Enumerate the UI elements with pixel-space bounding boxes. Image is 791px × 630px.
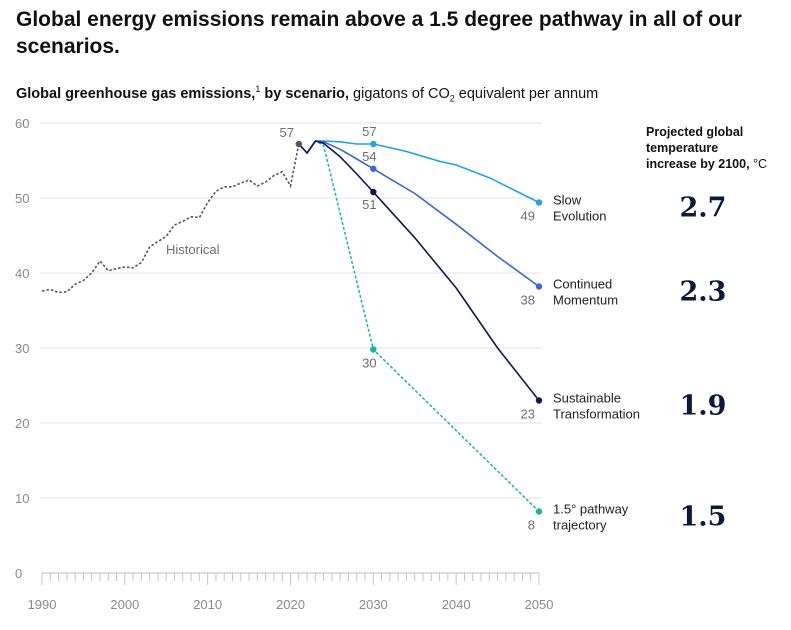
marker-value-label: 30 — [362, 356, 376, 371]
series-line-2 — [298, 140, 540, 401]
temperature-values: 2.7 2.3 1.9 1.5 — [680, 193, 727, 533]
series-markers: 57 57 54 51 30 — [280, 124, 543, 515]
marker-value-label: 51 — [362, 197, 376, 212]
grid-lines: 0 10 20 30 40 50 60 — [15, 116, 542, 581]
footnote-marker: 1 — [255, 84, 261, 94]
series-name-line2: Momentum — [553, 293, 618, 308]
temp-header-unit: °C — [750, 157, 768, 171]
chart-subtitle: Global greenhouse gas emissions,1 by sce… — [16, 84, 598, 104]
temperature-value: 1.5 — [680, 502, 727, 533]
marker-dot — [370, 140, 377, 148]
y-tick-label: 30 — [15, 341, 29, 356]
temperature-value: 1.9 — [680, 391, 727, 422]
marker-value-label: 57 — [280, 125, 294, 140]
y-tick-label: 10 — [15, 491, 29, 506]
subtitle-unit: gigatons of CO — [349, 85, 450, 102]
series-name-line2: Transformation — [553, 407, 640, 422]
series-name-line1: Slow — [553, 193, 582, 208]
temperature-value: 2.7 — [680, 193, 727, 224]
x-tick-label: 2040 — [442, 597, 471, 612]
y-tick-label: 0 — [15, 566, 22, 581]
series-end-value: 8 — [528, 518, 535, 533]
temp-header-line2: temperature — [646, 141, 718, 155]
y-tick-label: 60 — [15, 116, 29, 131]
series-end-value: 38 — [521, 293, 535, 308]
series-name-line1: Continued — [553, 277, 612, 292]
subtitle-bold: Global greenhouse gas emissions, — [16, 85, 256, 102]
temperature-value: 2.3 — [680, 277, 727, 308]
subtitle-bold-2: by scenario, — [260, 85, 349, 102]
series-end-dot — [535, 508, 543, 515]
series-name-line2: trajectory — [553, 518, 607, 533]
series-name-line1: Sustainable — [553, 391, 621, 406]
series-end-dot — [535, 283, 543, 290]
marker-dot — [295, 140, 302, 148]
temp-header-line3: increase by 2100, °C — [646, 157, 767, 171]
marker-value-label: 57 — [362, 124, 376, 139]
y-tick-label: 50 — [15, 191, 29, 206]
temperature-header: Projected global temperature increase by… — [646, 125, 767, 171]
x-axis: 1990 2000 2010 2020 2030 2040 2050 — [28, 572, 554, 612]
x-tick-label: 2000 — [110, 597, 139, 612]
subtitle-subscript: 2 — [449, 93, 455, 104]
series-line-1 — [298, 140, 540, 288]
series-end-dot — [535, 199, 543, 206]
marker-dot — [370, 165, 377, 172]
y-tick-label: 20 — [15, 416, 29, 431]
x-tick-label: 1990 — [28, 597, 57, 612]
series-end-value: 23 — [521, 407, 535, 422]
series-name-line1: 1.5° pathway — [553, 502, 629, 517]
marker-dot — [370, 346, 377, 353]
series-lines — [41, 140, 540, 513]
x-tick-label: 2030 — [359, 597, 388, 612]
headline: Global energy emissions remain above a 1… — [16, 8, 742, 58]
series-end-value: 49 — [521, 209, 535, 224]
x-tick-label: 2050 — [525, 597, 554, 612]
subtitle-unit-2: equivalent per annum — [454, 85, 599, 102]
y-tick-label: 40 — [15, 266, 29, 281]
series-name-line2: Evolution — [553, 209, 606, 224]
temp-header-line3-text: increase by 2100, — [646, 157, 750, 171]
x-tick-label: 2010 — [193, 597, 222, 612]
marker-value-label: 54 — [362, 149, 376, 164]
series-end-dot — [535, 397, 543, 404]
temp-header-line1: Projected global — [646, 125, 743, 139]
historical-label: Historical — [166, 242, 220, 257]
historical-line — [41, 143, 300, 294]
marker-dot — [370, 188, 377, 196]
x-tick-label: 2020 — [276, 597, 305, 612]
